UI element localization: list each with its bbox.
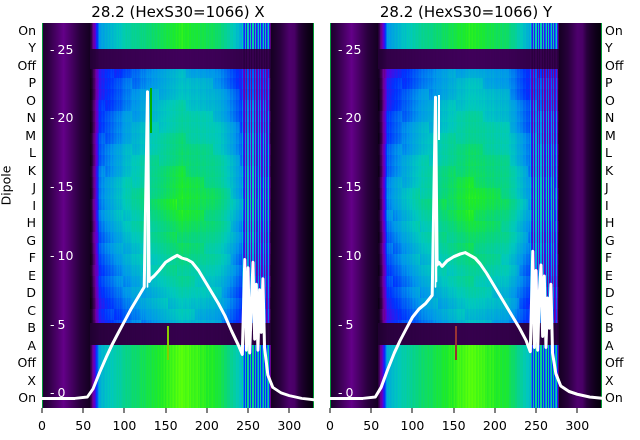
category-label: Y (28, 40, 36, 56)
inner-y-tick-label: -10 (50, 247, 74, 263)
category-label: F (605, 250, 613, 266)
category-label: Off (605, 355, 624, 371)
inner-y-tick-label: -20 (338, 110, 362, 126)
category-axis-left: On Y Off P O N M L K J I H G F E D C B A Off X On (0, 23, 40, 408)
inner-y-tick-label: -25 (50, 41, 74, 57)
inner-y-tick-label: -5 (50, 316, 66, 332)
category-label: On (18, 23, 36, 38)
category-label: On (605, 390, 623, 405)
category-label: J (605, 180, 609, 196)
inner-y-tick-label: -10 (338, 247, 362, 263)
panel-title-left: 28.2 (HexS30=1066) X (91, 3, 265, 21)
x-tick-label: 50 (75, 418, 92, 433)
category-label: X (605, 372, 614, 388)
category-label: K (605, 162, 614, 178)
category-label: G (26, 232, 36, 248)
category-label: On (605, 23, 623, 38)
x-tick-mark (206, 408, 208, 413)
category-label: N (26, 110, 36, 126)
category-axis-right: On Y Off P O N M L K J I H G F E D C B A Off X On (601, 23, 640, 408)
inner-y-tick-label: -15 (50, 179, 74, 194)
category-label: Off (605, 57, 624, 73)
x-tick-mark (411, 408, 413, 413)
category-label: I (605, 197, 609, 213)
x-tick-label: 0 (326, 418, 334, 433)
x-tick-label: 100 (112, 418, 137, 433)
category-label: Off (17, 57, 36, 73)
category-label: L (29, 145, 36, 161)
x-tick-mark (41, 408, 43, 413)
category-label: H (605, 215, 615, 231)
category-label: P (28, 75, 36, 91)
x-tick-label: 200 (194, 418, 219, 433)
x-axis-left: 0 50 100 150 200 250 300 (38, 408, 314, 440)
category-label: C (27, 302, 36, 318)
x-tick-label: 300 (277, 418, 302, 433)
category-label: B (605, 320, 614, 336)
y-axis-label: Dipole (0, 165, 14, 206)
heatmap-plot-left[interactable] (42, 23, 314, 408)
category-label: L (605, 145, 612, 161)
x-tick-mark (453, 408, 455, 413)
heatmap-plot-right[interactable] (330, 23, 602, 408)
panel-title-right: 28.2 (HexS30=1066) Y (379, 3, 553, 21)
category-label: J (32, 180, 36, 196)
x-tick-label: 150 (441, 418, 466, 433)
category-label: O (26, 92, 36, 108)
category-label: N (605, 110, 615, 126)
category-label: M (605, 127, 616, 143)
category-label: H (26, 215, 36, 231)
category-label: C (605, 302, 614, 318)
x-tick-mark (165, 408, 167, 413)
category-label: M (25, 127, 36, 143)
category-label: O (605, 92, 615, 108)
category-label: Off (17, 355, 36, 371)
category-label: K (27, 162, 36, 178)
x-tick-label: 150 (153, 418, 178, 433)
x-tick-label: 250 (524, 418, 548, 433)
x-tick-mark (576, 408, 578, 413)
inner-y-tick-label: -20 (50, 110, 74, 126)
category-label: X (27, 372, 36, 388)
x-axis-right: 0 50 100 150 200 250 300 (326, 408, 602, 440)
category-label: A (27, 337, 36, 353)
inner-y-tick-label: -0 (50, 385, 66, 401)
category-label: P (605, 75, 613, 91)
category-label: E (28, 267, 36, 283)
category-label: B (27, 320, 36, 336)
category-label: A (605, 337, 614, 353)
x-tick-label: 0 (38, 418, 46, 433)
inner-y-tick-label: -5 (338, 316, 354, 332)
x-tick-label: 200 (482, 418, 507, 433)
x-tick-mark (370, 408, 372, 413)
x-tick-mark (123, 408, 125, 413)
category-label: D (26, 285, 36, 301)
category-label: On (18, 390, 36, 405)
category-label: E (605, 267, 613, 283)
x-tick-mark (247, 408, 249, 413)
inner-y-tick-label: -25 (338, 41, 362, 57)
x-tick-mark (494, 408, 496, 413)
x-tick-label: 50 (363, 418, 380, 433)
x-tick-label: 300 (565, 418, 590, 433)
x-tick-label: 100 (400, 418, 425, 433)
category-label: G (605, 232, 615, 248)
category-label: D (605, 285, 615, 301)
category-label: I (32, 197, 36, 213)
category-label: Y (605, 40, 613, 56)
inner-y-tick-label: -15 (338, 179, 362, 194)
inner-y-tick-label: -0 (338, 385, 354, 401)
x-tick-label: 250 (236, 418, 260, 433)
x-tick-mark (535, 408, 537, 413)
x-tick-mark (329, 408, 331, 413)
x-tick-mark (288, 408, 290, 413)
x-tick-mark (82, 408, 84, 413)
category-label: F (28, 250, 36, 266)
